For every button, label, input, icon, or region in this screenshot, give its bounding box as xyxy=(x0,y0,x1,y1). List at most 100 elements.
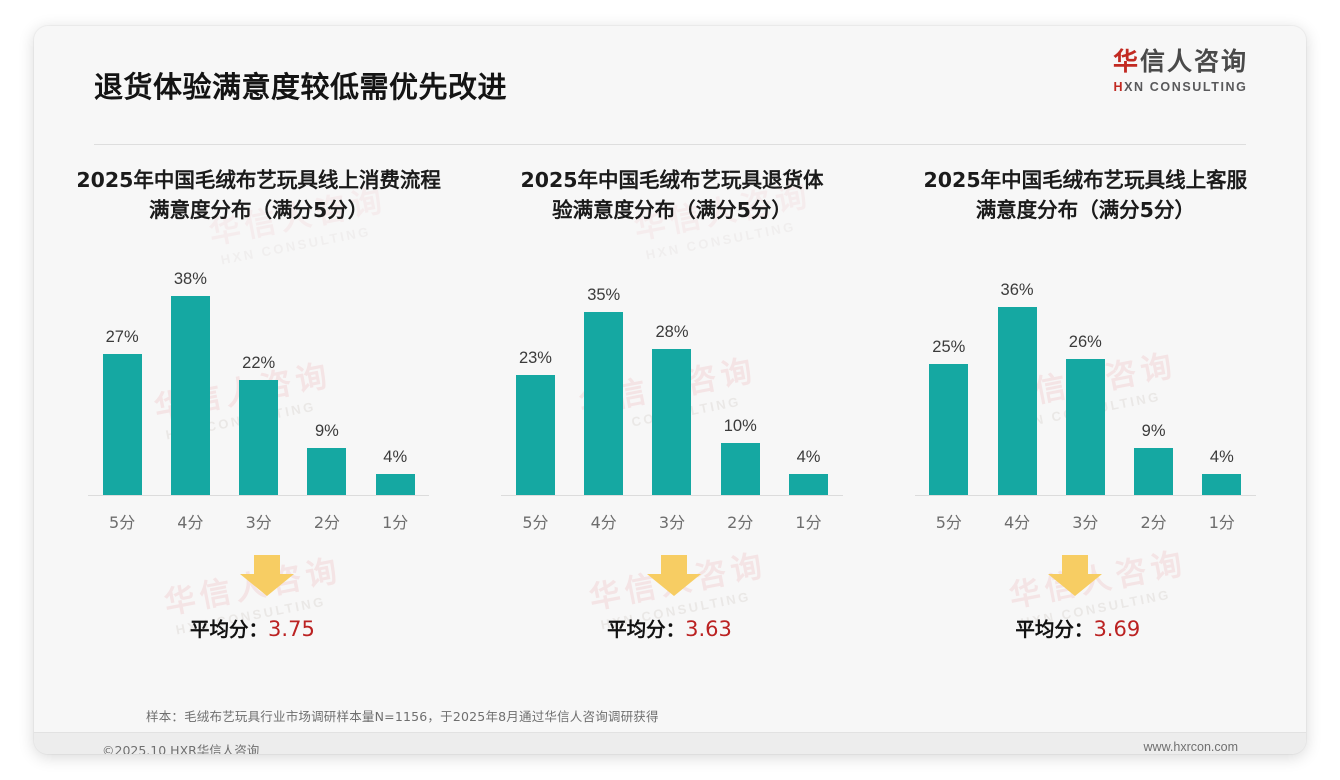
bar-value-label: 9% xyxy=(1141,421,1166,440)
source-footnote: 样本：毛绒布艺玩具行业市场调研样本量N=1156，于2025年8月通过华信人咨询… xyxy=(146,709,659,724)
bar-column[interactable]: 25% xyxy=(915,266,983,495)
bar-column[interactable]: 38% xyxy=(156,266,224,495)
bar-value-label: 4% xyxy=(1209,448,1234,467)
chart-panel-consumption-flow: 2025年中国毛绒布艺玩具线上消费流程 满意度分布（满分5分） 27% 38% xyxy=(52,166,465,671)
x-axis-tick: 3分 xyxy=(658,513,686,532)
bar-value-label: 35% xyxy=(587,286,621,305)
x-axis-tick: 5分 xyxy=(109,513,136,532)
slide-header: 退货体验满意度较低需优先改进 华信人咨询 HXN CONSULTING xyxy=(34,26,1306,118)
chart-title-line2: 满意度分布（满分5分） xyxy=(975,197,1195,222)
chart-title: 2025年中国毛绒布艺玩具退货体 验满意度分布（满分5分） xyxy=(473,166,870,238)
bar-value-label: 10% xyxy=(723,416,757,435)
brand-logo: 华信人咨询 HXN CONSULTING xyxy=(1112,47,1248,94)
page-title: 退货体验满意度较低需优先改进 xyxy=(94,70,508,104)
x-axis-tick: 1分 xyxy=(795,513,822,532)
bar[interactable] xyxy=(170,296,210,495)
average-value: 3.75 xyxy=(268,617,315,641)
logo-cn-highlight: 华 xyxy=(1112,47,1140,76)
average-label: 平均分： xyxy=(190,618,269,641)
logo-cn-rest: 信人咨询 xyxy=(1139,47,1248,76)
bar-column[interactable]: 22% xyxy=(225,266,293,495)
average-label: 平均分： xyxy=(1015,618,1094,641)
bar-column[interactable]: 4% xyxy=(361,266,429,495)
bar-value-label: 26% xyxy=(1068,333,1102,352)
x-axis-labels: 5分 4分 3分 2分 1分 xyxy=(88,496,429,533)
x-axis-tick: 5分 xyxy=(522,513,549,532)
bar-column[interactable]: 4% xyxy=(1188,266,1256,495)
bar[interactable] xyxy=(720,442,760,495)
bar[interactable] xyxy=(997,306,1037,495)
bar-column[interactable]: 23% xyxy=(501,266,569,495)
bar[interactable] xyxy=(239,380,279,495)
bar-column[interactable]: 36% xyxy=(983,266,1051,495)
footer-website[interactable]: www.hxrcon.com xyxy=(1143,740,1238,754)
average-annotation: 平均分：3.75 xyxy=(60,541,457,661)
average-score-text: 平均分：3.69 xyxy=(1015,613,1140,642)
chart-title-line2: 满意度分布（满分5分） xyxy=(149,197,369,222)
bar-column[interactable]: 4% xyxy=(774,266,842,495)
footer-divider xyxy=(34,732,1306,733)
bar[interactable] xyxy=(584,312,624,495)
bar-column[interactable]: 28% xyxy=(638,266,706,495)
bar[interactable] xyxy=(789,474,829,495)
bar-column[interactable]: 9% xyxy=(1119,266,1187,495)
chart-title-line1: 2025年中国毛绒布艺玩具线上客服 xyxy=(923,168,1248,192)
bar[interactable] xyxy=(1134,447,1174,495)
x-axis-tick: 2分 xyxy=(313,513,341,532)
bar-group: 25% 36% 26% 9% xyxy=(915,266,1256,495)
bar-chart-plot: 25% 36% 26% 9% xyxy=(914,266,1256,496)
bar-value-label: 4% xyxy=(796,448,821,467)
bar[interactable] xyxy=(307,447,347,495)
bar-value-label: 9% xyxy=(315,421,339,440)
charts-container: 2025年中国毛绒布艺玩具线上消费流程 满意度分布（满分5分） 27% 38% xyxy=(52,166,1292,671)
down-arrow-icon xyxy=(646,555,702,602)
chart-panel-customer-service: 2025年中国毛绒布艺玩具线上客服 满意度分布（满分5分） 25% 36% xyxy=(879,166,1292,671)
bar[interactable] xyxy=(652,348,692,495)
average-value: 3.69 xyxy=(1093,617,1141,641)
bar-column[interactable]: 26% xyxy=(1051,266,1119,495)
chart-title-line2: 验满意度分布（满分5分） xyxy=(552,197,792,222)
x-axis-tick: 2分 xyxy=(1140,513,1167,532)
x-axis-tick: 4分 xyxy=(1003,513,1031,532)
bar-value-label: 23% xyxy=(518,348,552,367)
bar[interactable] xyxy=(515,374,555,495)
logo-chinese: 华信人咨询 xyxy=(1112,47,1248,77)
footer-bar xyxy=(34,733,1306,754)
x-axis-tick: 1分 xyxy=(382,513,409,532)
chart-title: 2025年中国毛绒布艺玩具线上客服 满意度分布（满分5分） xyxy=(887,166,1284,238)
average-value: 3.63 xyxy=(685,617,732,641)
x-axis-tick: 4分 xyxy=(590,513,617,532)
bar-column[interactable]: 10% xyxy=(706,266,774,495)
bar-group: 23% 35% 28% 10% xyxy=(501,266,842,495)
bar-value-label: 36% xyxy=(1000,280,1034,299)
axis-baseline xyxy=(501,495,843,496)
bar-column[interactable]: 35% xyxy=(570,266,638,495)
bar-value-label: 25% xyxy=(932,338,966,357)
chart-title: 2025年中国毛绒布艺玩具线上消费流程 满意度分布（满分5分） xyxy=(60,166,457,238)
average-score-text: 平均分：3.75 xyxy=(190,613,315,642)
bar[interactable] xyxy=(102,353,142,495)
logo-english: HXN CONSULTING xyxy=(1113,80,1248,94)
axis-baseline xyxy=(914,495,1256,496)
logo-en-highlight: H xyxy=(1113,79,1125,94)
bar[interactable] xyxy=(1202,474,1242,495)
slide-card: 华信人咨询 HXN CONSULTING 华信人咨询 HXN CONSULTIN… xyxy=(34,26,1306,754)
bar-column[interactable]: 27% xyxy=(88,266,156,495)
chart-title-line1: 2025年中国毛绒布艺玩具线上消费流程 xyxy=(76,168,441,192)
bar[interactable] xyxy=(929,364,969,495)
average-annotation: 平均分：3.63 xyxy=(473,541,870,661)
bar-group: 27% 38% 22% 9% xyxy=(88,266,429,495)
bar-value-label: 27% xyxy=(105,327,139,346)
footer-copyright: ©2025.10 HXR华信人咨询 xyxy=(102,743,260,754)
average-annotation: 平均分：3.69 xyxy=(887,541,1284,661)
bar[interactable] xyxy=(1065,359,1105,495)
chart-title-line1: 2025年中国毛绒布艺玩具退货体 xyxy=(520,168,824,192)
x-axis-tick: 5分 xyxy=(935,513,962,532)
bar-column[interactable]: 9% xyxy=(293,266,361,495)
average-score-text: 平均分：3.63 xyxy=(607,613,732,642)
bar[interactable] xyxy=(375,474,415,495)
bar-chart-plot: 27% 38% 22% 9% xyxy=(88,266,430,496)
average-label: 平均分： xyxy=(607,618,686,641)
x-axis-tick: 3分 xyxy=(1072,513,1099,532)
x-axis-tick: 4分 xyxy=(177,513,204,532)
